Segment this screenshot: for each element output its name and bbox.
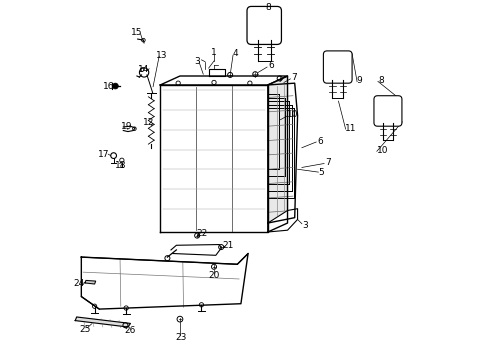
Polygon shape xyxy=(81,253,247,309)
Text: 9: 9 xyxy=(356,76,362,85)
FancyBboxPatch shape xyxy=(373,96,401,126)
Text: 13: 13 xyxy=(156,51,167,60)
Text: 23: 23 xyxy=(175,333,186,342)
Text: 5: 5 xyxy=(318,168,324,177)
Text: 25: 25 xyxy=(79,325,90,334)
Text: 15: 15 xyxy=(131,28,142,37)
Text: 14: 14 xyxy=(138,65,149,74)
Text: 3: 3 xyxy=(301,221,307,230)
Text: 3: 3 xyxy=(194,57,200,66)
Text: 11: 11 xyxy=(344,123,355,132)
Circle shape xyxy=(112,83,118,89)
Polygon shape xyxy=(267,209,297,232)
Text: 21: 21 xyxy=(222,241,234,250)
FancyBboxPatch shape xyxy=(246,6,281,44)
Text: 16: 16 xyxy=(102,82,114,91)
Text: 26: 26 xyxy=(124,326,135,335)
Text: 24: 24 xyxy=(73,279,84,288)
FancyBboxPatch shape xyxy=(323,51,351,83)
Text: 8: 8 xyxy=(264,3,270,12)
Text: 18: 18 xyxy=(115,161,126,170)
Text: 10: 10 xyxy=(376,146,387,155)
Polygon shape xyxy=(160,76,287,85)
Text: 19: 19 xyxy=(121,122,132,131)
Polygon shape xyxy=(85,280,96,284)
Text: 4: 4 xyxy=(232,49,238,58)
Text: 17: 17 xyxy=(98,150,109,159)
Polygon shape xyxy=(267,76,287,232)
Text: 7: 7 xyxy=(325,158,330,167)
Text: 20: 20 xyxy=(208,270,219,279)
Text: 6: 6 xyxy=(268,62,274,71)
Text: 7: 7 xyxy=(290,73,296,82)
Text: 22: 22 xyxy=(196,229,207,238)
Text: 6: 6 xyxy=(316,137,322,146)
Polygon shape xyxy=(75,317,130,327)
Text: 1: 1 xyxy=(211,48,217,57)
Text: 12: 12 xyxy=(142,118,154,127)
Text: 10: 10 xyxy=(286,110,298,119)
Text: 8: 8 xyxy=(378,76,384,85)
